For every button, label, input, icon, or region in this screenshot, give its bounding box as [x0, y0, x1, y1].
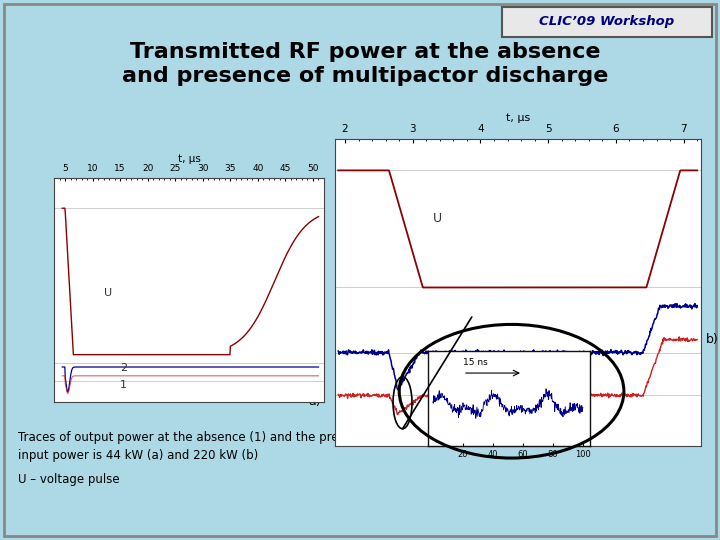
Text: Transmitted RF power at the absence: Transmitted RF power at the absence — [130, 42, 600, 62]
X-axis label: t, μs: t, μs — [505, 113, 530, 123]
Text: 1: 1 — [521, 399, 529, 411]
Text: U – voltage pulse: U – voltage pulse — [18, 474, 120, 487]
Text: Traces of output power at the absence (1) and the presence (2) of multipactor di: Traces of output power at the absence (1… — [18, 431, 572, 444]
Text: 15 ns: 15 ns — [463, 358, 487, 367]
Text: a): a) — [308, 395, 320, 408]
Text: b): b) — [706, 334, 719, 347]
Text: CLIC’09 Workshop: CLIC’09 Workshop — [539, 16, 675, 29]
FancyBboxPatch shape — [502, 7, 712, 37]
X-axis label: t, μs: t, μs — [178, 153, 200, 164]
Text: 2: 2 — [521, 355, 529, 369]
Text: 1: 1 — [120, 380, 127, 390]
Text: input power is 44 kW (a) and 220 kW (b): input power is 44 kW (a) and 220 kW (b) — [18, 449, 258, 462]
Text: U: U — [104, 288, 112, 299]
Text: 2: 2 — [120, 362, 127, 373]
Text: U: U — [433, 212, 442, 225]
Text: and presence of multipactor discharge: and presence of multipactor discharge — [122, 66, 608, 86]
